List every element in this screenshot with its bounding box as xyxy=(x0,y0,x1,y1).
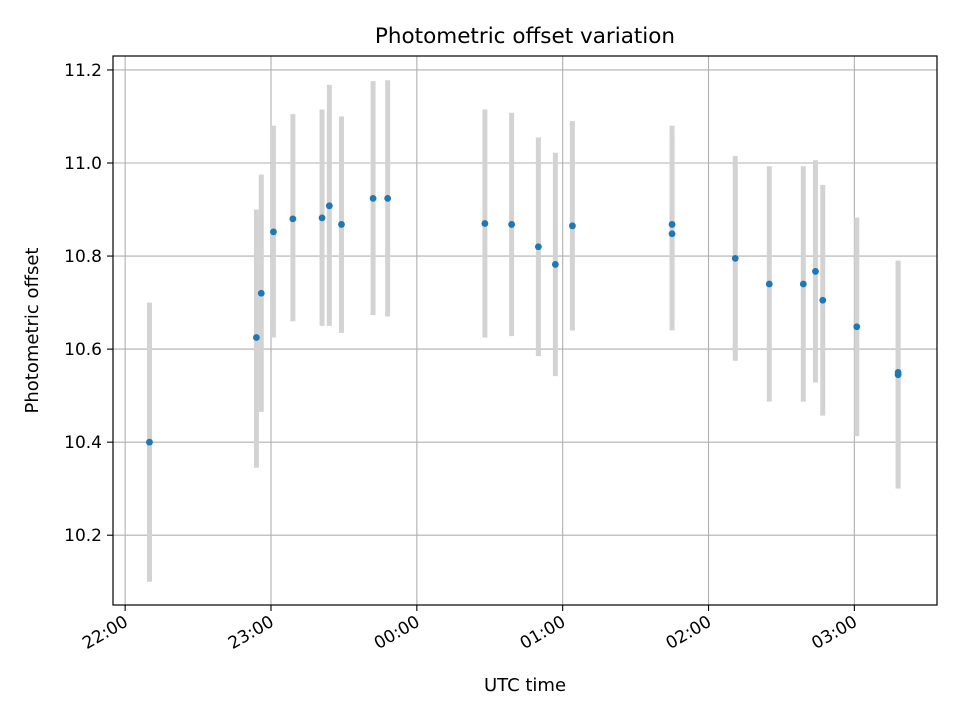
data-point xyxy=(338,221,345,228)
data-point xyxy=(508,221,516,228)
x-axis-title: UTC time xyxy=(484,675,566,696)
data-point xyxy=(384,194,392,202)
data-point xyxy=(731,254,739,262)
data-point xyxy=(853,323,861,331)
data-points xyxy=(146,194,902,446)
data-point xyxy=(318,214,326,222)
data-point xyxy=(146,438,153,446)
y-tick-label: 10.4 xyxy=(64,433,102,453)
data-point xyxy=(894,371,902,379)
y-axis-ticks: 10.2 10.4 10.6 10.8 11.0 11.2 xyxy=(64,61,113,546)
data-point xyxy=(551,261,559,268)
data-point xyxy=(369,194,377,202)
y-tick-label: 10.2 xyxy=(64,526,102,546)
data-point xyxy=(257,289,265,297)
plot-area-frame xyxy=(112,55,938,606)
data-point xyxy=(568,222,576,230)
data-point xyxy=(812,268,819,275)
data-point xyxy=(534,243,542,251)
data-point xyxy=(481,220,489,227)
y-tick-label: 11.2 xyxy=(64,61,102,81)
y-tick-label: 10.8 xyxy=(64,247,102,267)
data-point xyxy=(253,334,260,341)
data-point xyxy=(289,215,297,223)
data-point xyxy=(668,230,676,238)
data-point xyxy=(325,202,333,210)
data-point xyxy=(799,280,807,288)
data-point xyxy=(270,228,277,236)
y-axis-title: Photometric offset xyxy=(22,248,43,414)
data-point xyxy=(668,221,676,228)
y-tick-label: 10.6 xyxy=(64,340,102,360)
data-point xyxy=(765,280,773,288)
data-point xyxy=(819,296,827,304)
y-tick-label: 11.0 xyxy=(64,154,102,174)
chart-title: Photometric offset variation xyxy=(375,24,675,49)
